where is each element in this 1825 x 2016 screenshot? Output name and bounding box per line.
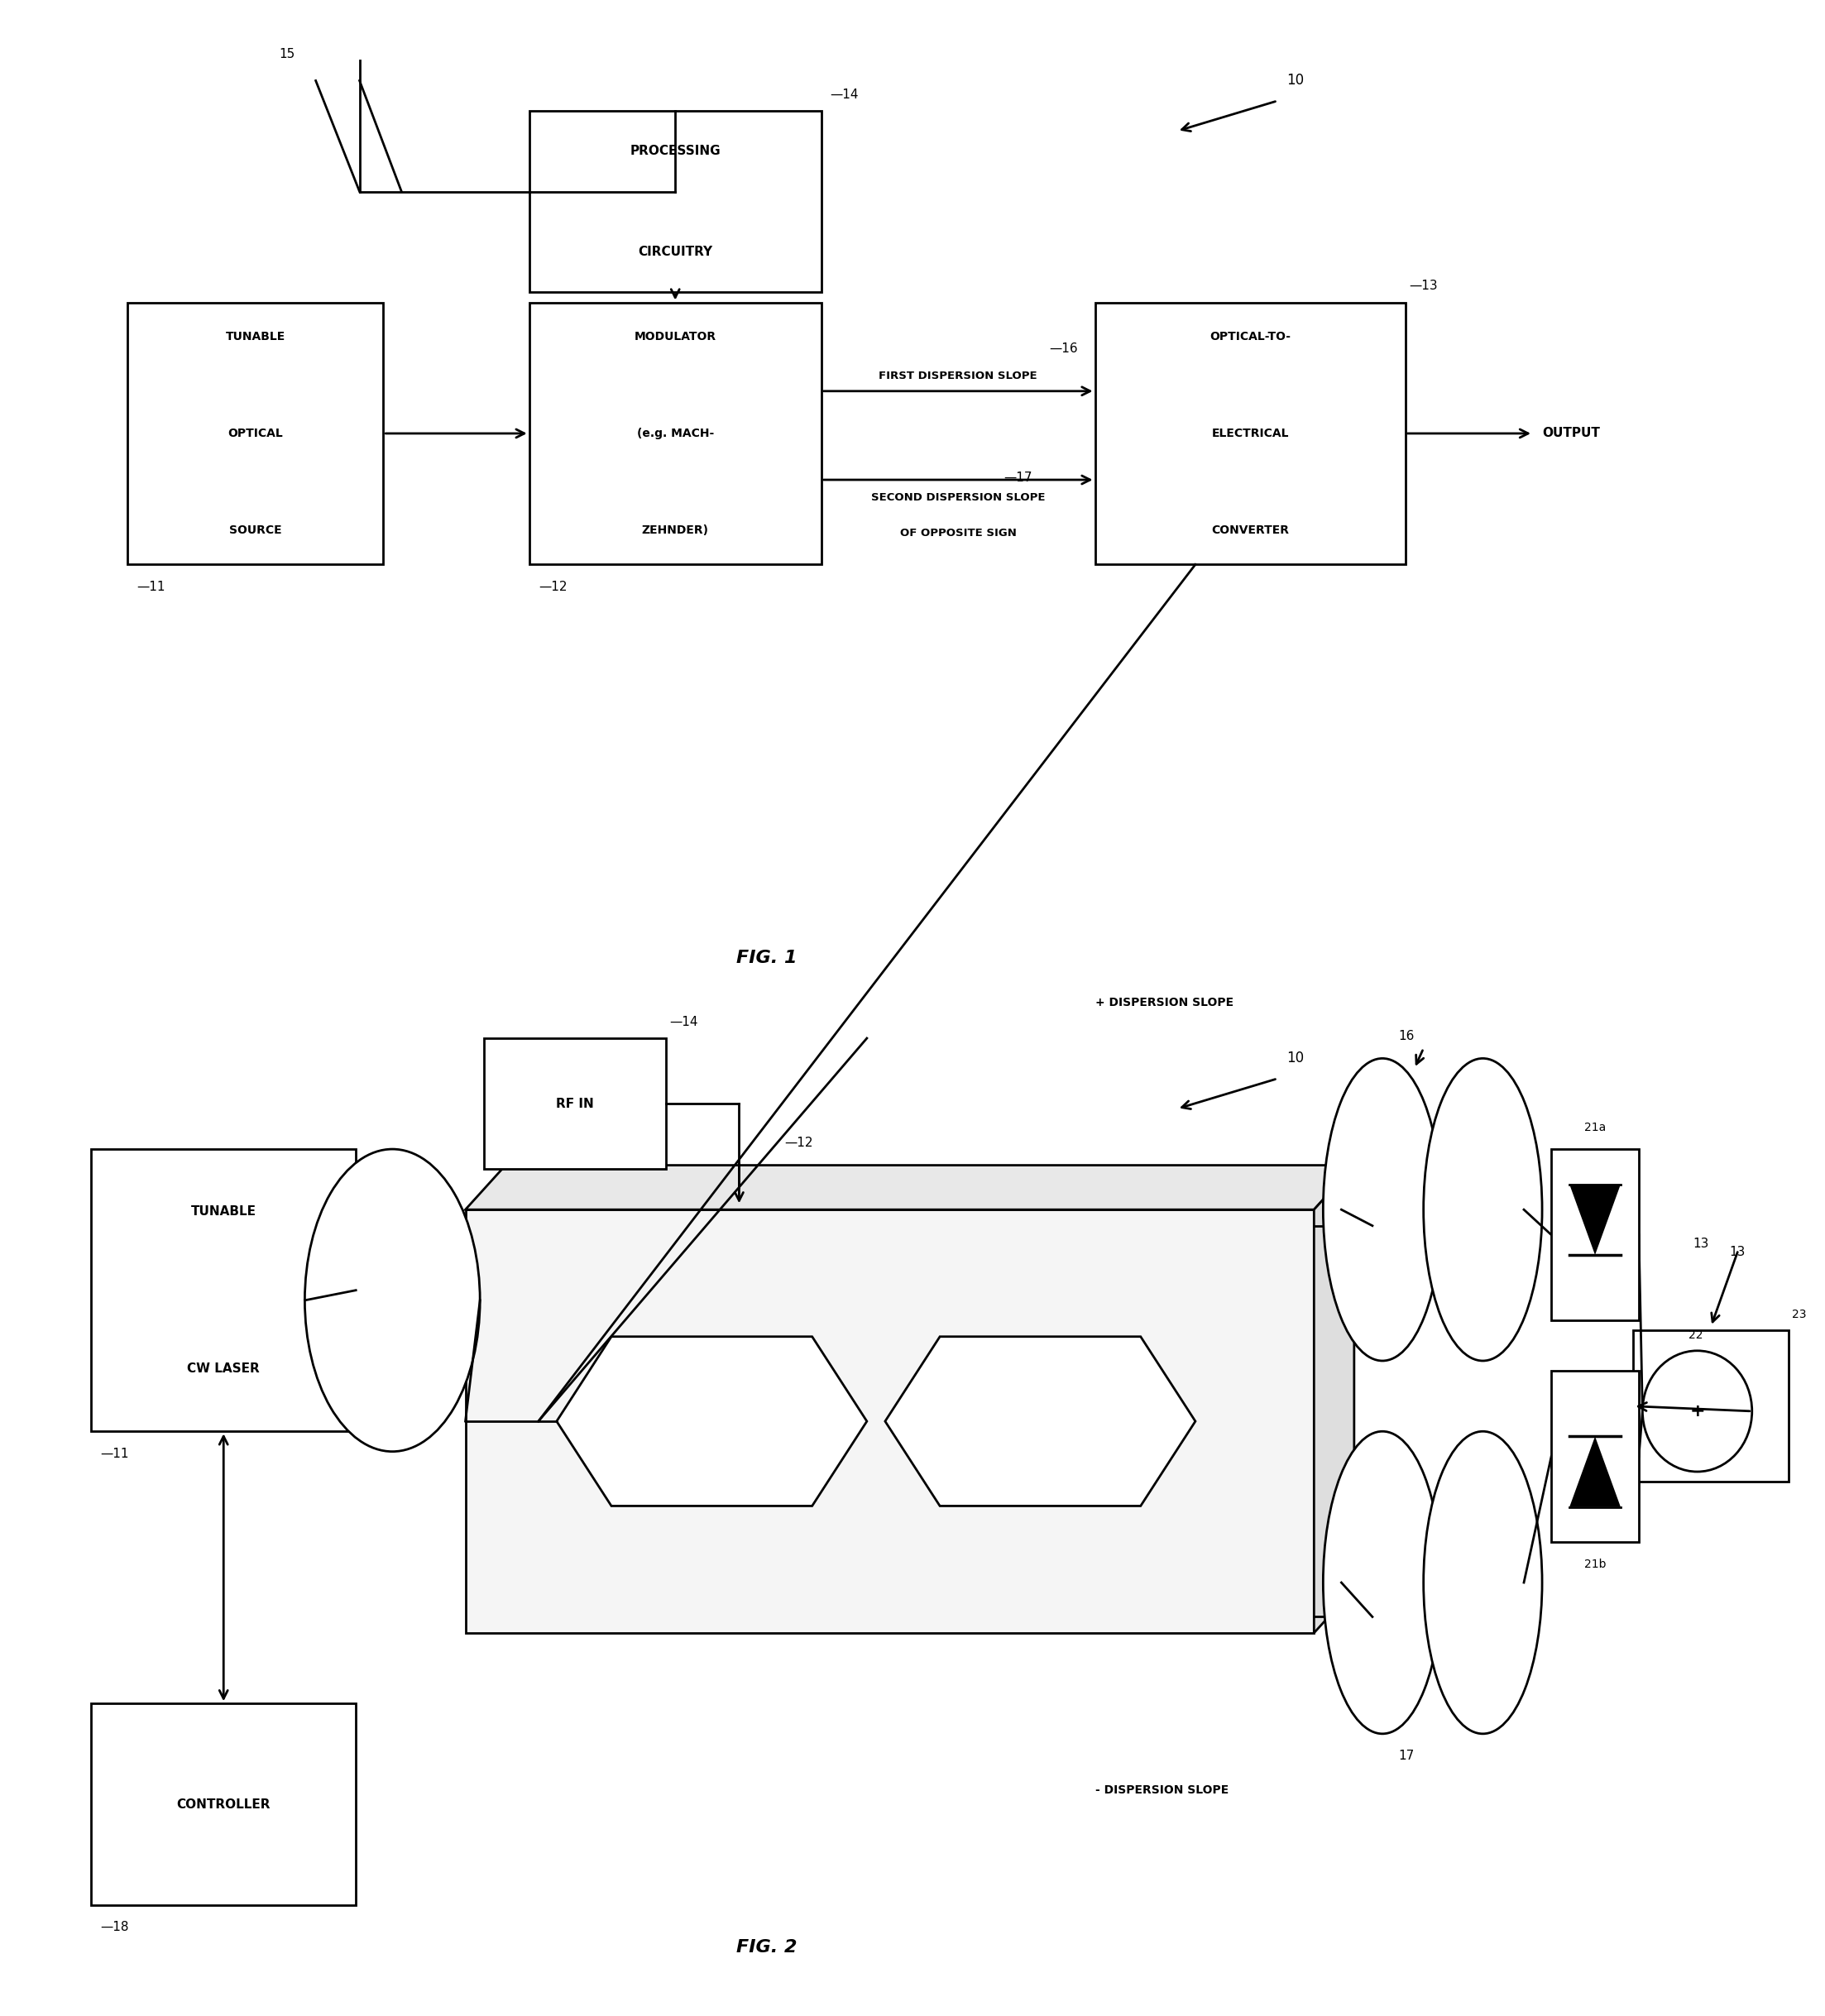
Polygon shape <box>1314 1165 1354 1633</box>
Bar <box>1551 1371 1639 1542</box>
Text: FIG. 1: FIG. 1 <box>735 950 798 966</box>
Text: 21b: 21b <box>1584 1558 1606 1570</box>
Ellipse shape <box>1323 1431 1442 1734</box>
Text: —11: —11 <box>100 1447 130 1460</box>
Text: OPTICAL-TO-: OPTICAL-TO- <box>1210 331 1290 343</box>
Text: SECOND DISPERSION SLOPE: SECOND DISPERSION SLOPE <box>871 492 1046 502</box>
Text: —11: —11 <box>137 581 166 593</box>
Polygon shape <box>557 1337 867 1506</box>
Text: —13: —13 <box>1409 280 1438 292</box>
Polygon shape <box>1570 1435 1621 1508</box>
Bar <box>484 1038 666 1169</box>
Text: OPTICAL: OPTICAL <box>228 427 283 439</box>
Bar <box>1633 1331 1789 1482</box>
Text: +: + <box>1690 1403 1705 1419</box>
Text: RF OUT: RF OUT <box>1684 1399 1737 1413</box>
Text: 22: 22 <box>1688 1329 1703 1341</box>
Bar <box>529 111 821 292</box>
Bar <box>1551 1149 1639 1320</box>
Text: (e.g. MACH-: (e.g. MACH- <box>637 427 714 439</box>
Text: MODULATOR: MODULATOR <box>635 331 715 343</box>
Text: RF IN: RF IN <box>557 1097 593 1111</box>
Text: CIRCUITRY: CIRCUITRY <box>639 246 712 258</box>
Text: SOURCE: SOURCE <box>230 524 281 536</box>
Bar <box>1095 302 1405 564</box>
Text: 13: 13 <box>1730 1246 1745 1258</box>
Text: 13: 13 <box>1694 1238 1708 1250</box>
Text: —18: —18 <box>100 1921 130 1933</box>
Polygon shape <box>885 1337 1195 1506</box>
Polygon shape <box>465 1210 1314 1633</box>
Text: 15: 15 <box>279 48 296 60</box>
Polygon shape <box>1570 1185 1621 1254</box>
Text: - DISPERSION SLOPE: - DISPERSION SLOPE <box>1095 1784 1228 1796</box>
Polygon shape <box>465 1165 1354 1210</box>
Text: 17: 17 <box>1398 1750 1414 1762</box>
Text: —12: —12 <box>538 581 568 593</box>
Text: —14: —14 <box>830 89 860 101</box>
Text: 10: 10 <box>1287 73 1305 89</box>
Ellipse shape <box>1424 1058 1542 1361</box>
Text: 10: 10 <box>1287 1050 1305 1066</box>
Text: TUNABLE: TUNABLE <box>226 331 285 343</box>
Ellipse shape <box>1424 1431 1542 1734</box>
Text: CONTROLLER: CONTROLLER <box>177 1798 270 1810</box>
Text: + DISPERSION SLOPE: + DISPERSION SLOPE <box>1095 996 1234 1008</box>
Text: FIG. 2: FIG. 2 <box>735 1939 798 1956</box>
Text: CW LASER: CW LASER <box>188 1363 259 1375</box>
Text: FIRST DISPERSION SLOPE: FIRST DISPERSION SLOPE <box>880 371 1037 381</box>
Text: 21a: 21a <box>1584 1121 1606 1133</box>
Text: —14: —14 <box>670 1016 699 1028</box>
Text: CONVERTER: CONVERTER <box>1212 524 1288 536</box>
Bar <box>529 302 821 564</box>
Text: TUNABLE: TUNABLE <box>192 1206 256 1218</box>
Bar <box>128 302 383 564</box>
Text: OUTPUT: OUTPUT <box>1542 427 1601 439</box>
Text: PROCESSING: PROCESSING <box>630 145 721 157</box>
Bar <box>91 1704 356 1905</box>
Text: —17: —17 <box>1004 472 1033 484</box>
Text: —16: —16 <box>1049 343 1079 355</box>
Text: OF OPPOSITE SIGN: OF OPPOSITE SIGN <box>900 528 1017 538</box>
Circle shape <box>1643 1351 1752 1472</box>
Text: 16: 16 <box>1398 1030 1414 1042</box>
Ellipse shape <box>1323 1058 1442 1361</box>
Text: ZEHNDER): ZEHNDER) <box>642 524 708 536</box>
Text: 23: 23 <box>1792 1308 1807 1320</box>
Ellipse shape <box>305 1149 480 1452</box>
Text: ELECTRICAL: ELECTRICAL <box>1212 427 1288 439</box>
Text: —12: —12 <box>785 1137 814 1149</box>
Bar <box>91 1149 356 1431</box>
